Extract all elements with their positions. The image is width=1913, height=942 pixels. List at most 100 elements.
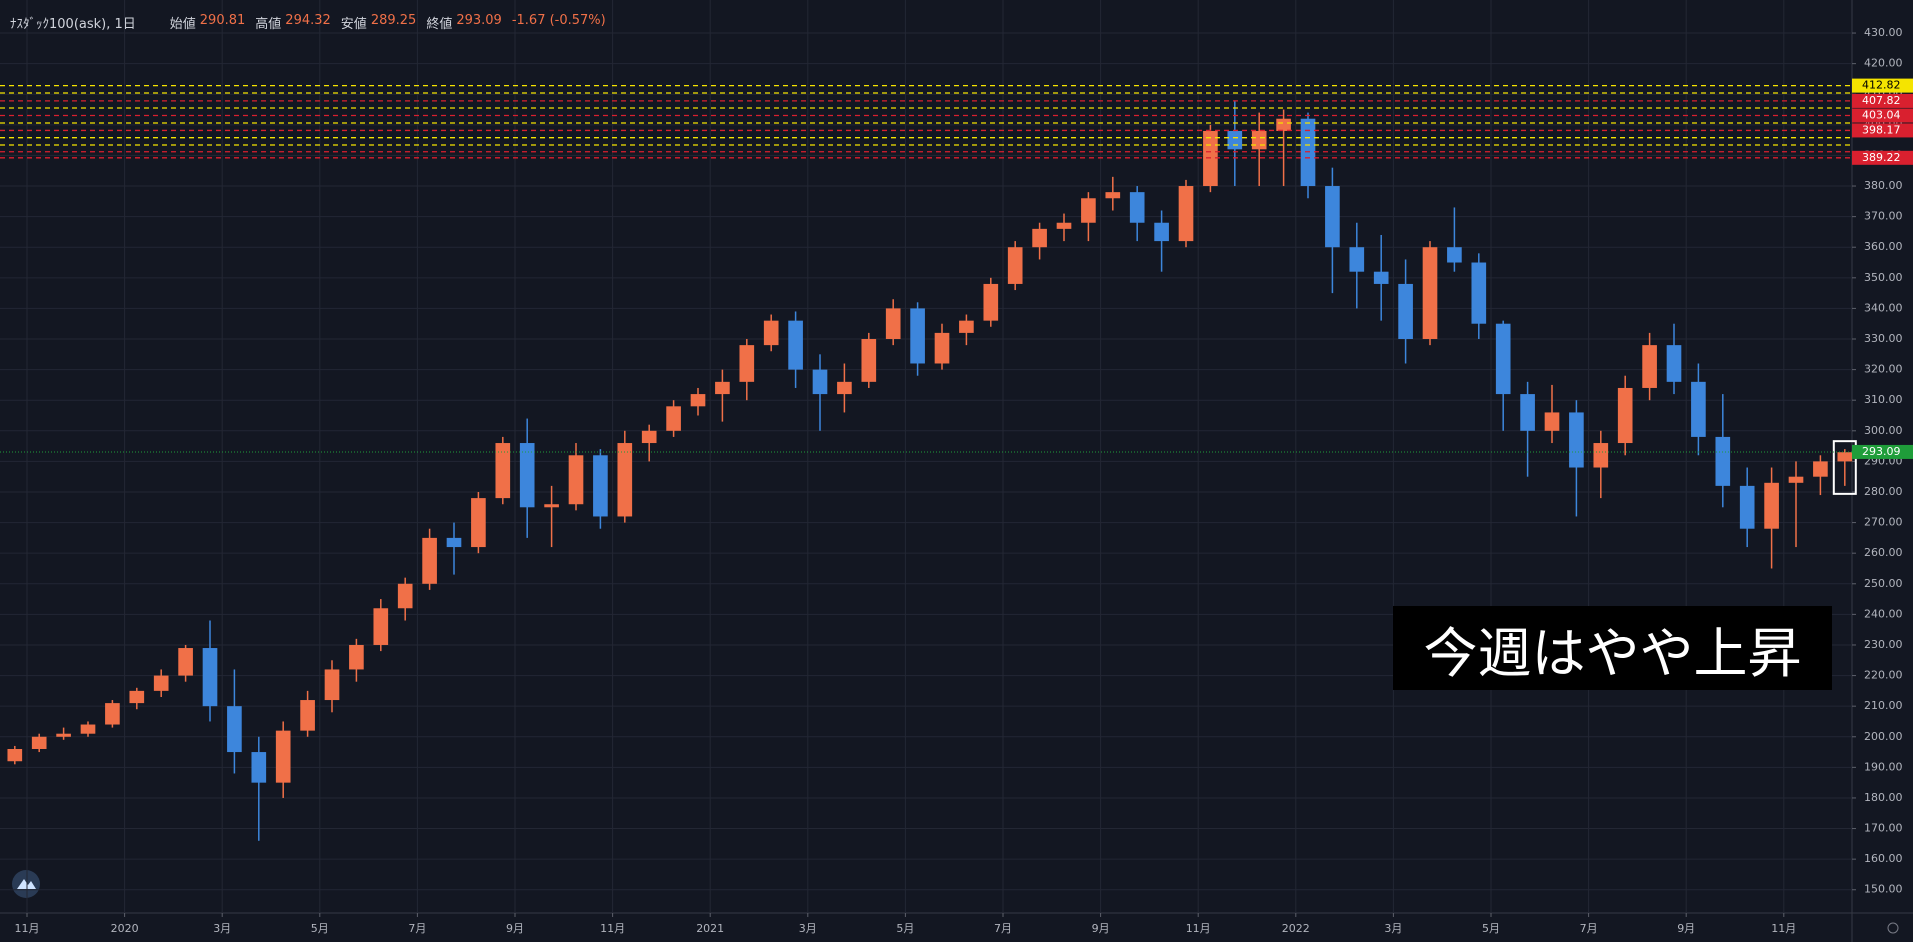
y-tick-label: 260.00 bbox=[1864, 546, 1903, 559]
x-tick-label: 2020 bbox=[111, 922, 139, 935]
x-tick-label: 3月 bbox=[1384, 922, 1402, 935]
candle-body bbox=[1129, 192, 1145, 223]
y-tick-label: 200.00 bbox=[1864, 730, 1903, 743]
candle-body bbox=[690, 394, 706, 407]
x-tick-label: 7月 bbox=[408, 922, 426, 935]
candle-body bbox=[1227, 130, 1243, 150]
x-tick-label: 5月 bbox=[311, 922, 329, 935]
y-tick-label: 380.00 bbox=[1864, 179, 1903, 192]
y-tick-label: 430.00 bbox=[1864, 26, 1903, 39]
ohlc-label: 終値 bbox=[426, 17, 453, 32]
x-tick-label: 11月 bbox=[1771, 922, 1796, 935]
candle-body bbox=[1544, 412, 1560, 431]
candle-body bbox=[397, 583, 413, 609]
candle-body bbox=[1471, 262, 1487, 324]
candle-body bbox=[471, 498, 486, 548]
candle-body bbox=[788, 320, 803, 370]
y-tick-label: 160.00 bbox=[1864, 852, 1903, 865]
candle-body bbox=[1617, 387, 1633, 444]
candle-body bbox=[983, 283, 999, 321]
candle-body bbox=[349, 644, 364, 670]
settings-icon[interactable] bbox=[1887, 922, 1899, 934]
annotation: 今週はやや上昇 bbox=[1393, 606, 1832, 690]
candle-body bbox=[1520, 394, 1535, 431]
level-label-bg bbox=[1852, 150, 1913, 165]
level-label: 403.04 bbox=[1862, 109, 1901, 122]
candle-body bbox=[324, 669, 340, 701]
level-label-bg bbox=[1852, 93, 1913, 108]
candle-body bbox=[1105, 192, 1121, 199]
candle-body bbox=[959, 320, 974, 333]
symbol: ﾅｽﾀﾞｯｸ100(ask), 1日 bbox=[10, 17, 136, 32]
candles bbox=[7, 100, 1857, 841]
y-tick-label: 370.00 bbox=[1864, 210, 1903, 223]
x-tick-label: 2022 bbox=[1282, 922, 1310, 935]
level-label-bg bbox=[1852, 123, 1913, 138]
candle-body bbox=[1422, 247, 1438, 340]
candle-body bbox=[715, 381, 730, 395]
ohlc-label: 安値 bbox=[340, 17, 367, 32]
y-tick-label: 220.00 bbox=[1864, 669, 1903, 682]
logo[interactable] bbox=[12, 870, 40, 898]
candle-body bbox=[56, 733, 71, 737]
y-tick-label: 300.00 bbox=[1864, 424, 1903, 437]
x-tick-label: 7月 bbox=[1580, 922, 1598, 935]
candle-body bbox=[739, 345, 755, 382]
axis: 150.00 160.00 170.00 180.00 190.00 200.00 210.… bbox=[15, 26, 1903, 935]
y-tick-label: 250.00 bbox=[1864, 577, 1903, 590]
candle-body bbox=[178, 648, 193, 676]
candle-body bbox=[641, 430, 657, 444]
candle-body bbox=[1813, 461, 1828, 477]
candle-body bbox=[105, 703, 120, 725]
candle-body bbox=[1642, 345, 1657, 388]
candle-body bbox=[1398, 283, 1413, 340]
y-tick-label: 330.00 bbox=[1864, 332, 1903, 345]
candle-body bbox=[202, 648, 218, 707]
y-tick-label: 420.00 bbox=[1864, 57, 1903, 70]
x-tick-label: 3月 bbox=[799, 922, 817, 935]
candle-body bbox=[1593, 443, 1609, 468]
candle-body bbox=[80, 724, 96, 734]
y-tick-label: 340.00 bbox=[1864, 301, 1903, 314]
ohlc-label: 始値 bbox=[169, 17, 196, 32]
candle-body bbox=[1837, 452, 1853, 462]
y-tick-label: 240.00 bbox=[1864, 607, 1903, 620]
level-label: 398.17 bbox=[1862, 123, 1901, 136]
candle-body bbox=[1447, 247, 1462, 263]
highlight-box bbox=[1832, 440, 1857, 495]
level-label: 389.22 bbox=[1862, 151, 1901, 164]
y-tick-label: 190.00 bbox=[1864, 760, 1903, 773]
ohlc-value: 293.09 bbox=[456, 13, 502, 28]
candle-body bbox=[1349, 247, 1365, 272]
candle-body bbox=[1081, 198, 1096, 223]
candle-body bbox=[1154, 222, 1169, 242]
candle-body bbox=[1056, 222, 1072, 229]
change: -1.67 (-0.57%) bbox=[511, 13, 606, 28]
candle-body bbox=[617, 443, 633, 517]
candle-body bbox=[251, 752, 267, 783]
candle-body bbox=[495, 443, 511, 499]
candle-body bbox=[1666, 345, 1682, 382]
x-tick-label: 9月 bbox=[1092, 922, 1110, 935]
candle-body bbox=[1569, 412, 1584, 468]
ohlc-value: 294.32 bbox=[285, 13, 331, 28]
candle-body bbox=[1691, 381, 1706, 437]
x-tick-label: 11月 bbox=[15, 922, 40, 935]
candle-body bbox=[422, 537, 437, 584]
x-tick-label: 11月 bbox=[600, 922, 625, 935]
candle-body bbox=[763, 320, 779, 346]
candle-body bbox=[1495, 323, 1511, 395]
candle-body bbox=[1373, 271, 1389, 284]
y-tick-label: 210.00 bbox=[1864, 699, 1903, 712]
candle-body bbox=[666, 406, 681, 431]
x-tick-label: 5月 bbox=[1482, 922, 1500, 935]
current-price-label: 293.09 bbox=[1862, 445, 1901, 458]
candle-body bbox=[910, 308, 925, 364]
candle-body bbox=[1251, 130, 1267, 150]
x-tick-label: 7月 bbox=[994, 922, 1012, 935]
level-label-bg bbox=[1852, 108, 1913, 123]
ohlc-value: 290.81 bbox=[199, 13, 246, 28]
level-label: 407.82 bbox=[1862, 94, 1901, 107]
candle-body bbox=[544, 504, 559, 508]
